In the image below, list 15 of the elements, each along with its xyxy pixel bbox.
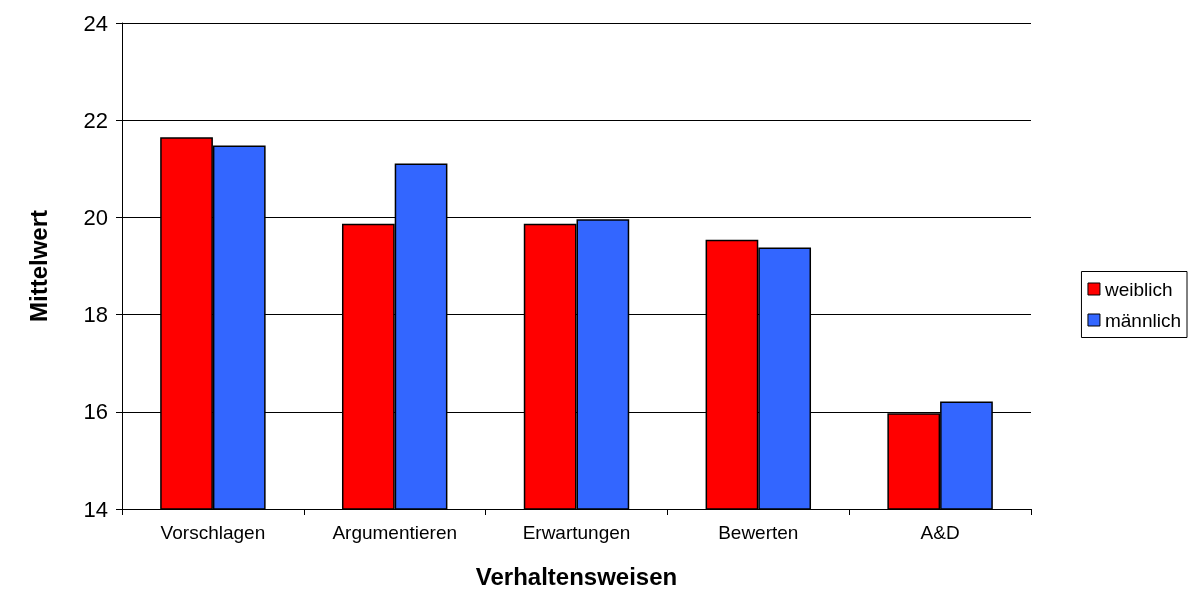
- y-tick-label: 24: [83, 10, 108, 36]
- legend-label: weiblich: [1103, 278, 1173, 300]
- y-tick-label: 20: [83, 204, 108, 230]
- legend-label: männlich: [1104, 309, 1182, 331]
- y-tick-label: 18: [83, 302, 108, 328]
- x-axis-title: Verhaltensweisen: [475, 562, 678, 590]
- x-tick-label: Argumentieren: [332, 522, 458, 543]
- x-tick-label: Erwartungen: [522, 522, 631, 543]
- y-tick-label: 22: [83, 107, 108, 133]
- x-tick-label: A&D: [920, 522, 960, 543]
- x-tick-label: Bewerten: [718, 522, 799, 543]
- x-tick-label: Vorschlagen: [160, 522, 266, 543]
- y-axis-title: Mittelwert: [24, 209, 52, 323]
- y-tick-label: 16: [83, 399, 108, 425]
- y-tick-label: 14: [83, 496, 108, 522]
